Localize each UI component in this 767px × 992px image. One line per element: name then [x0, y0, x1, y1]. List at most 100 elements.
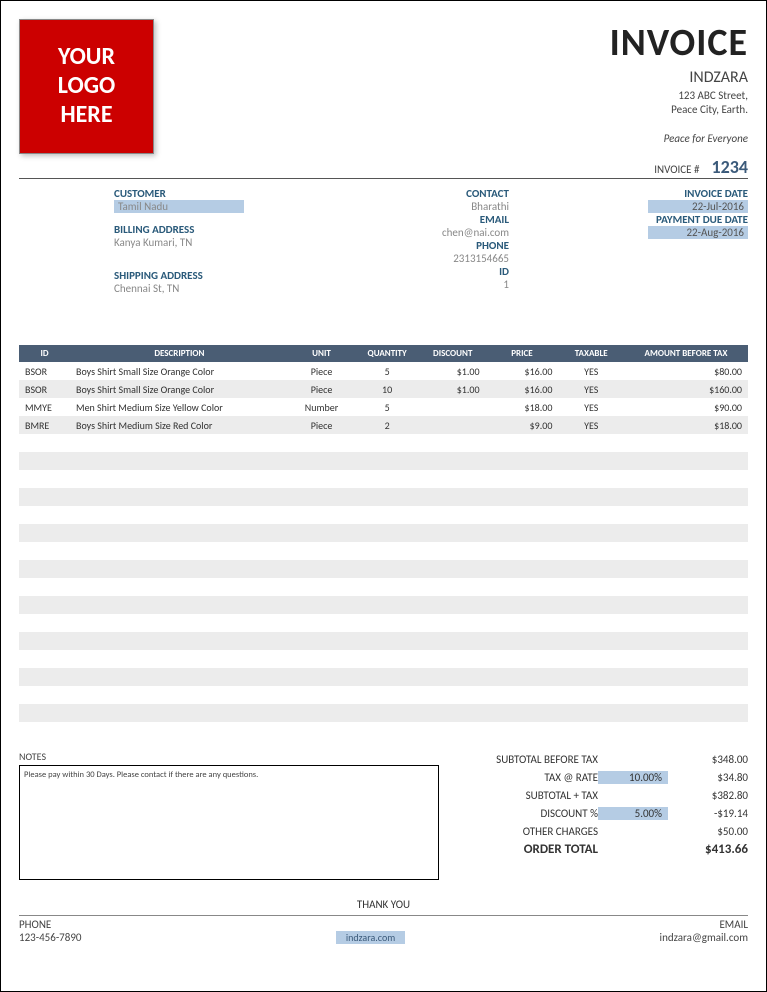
discpct-label: DISCOUNT % [468, 807, 598, 820]
info-section: CUSTOMER Tamil Nadu BILLING ADDRESS Kany… [19, 187, 748, 305]
ordertotal-label: ORDER TOTAL [468, 842, 598, 857]
col-unit: UNIT [289, 345, 355, 362]
cell-desc: Boys Shirt Small Size Orange Color [70, 380, 289, 398]
subtotal-value: $348.00 [668, 753, 748, 766]
shipping-label: SHIPPING ADDRESS [114, 269, 339, 282]
table-row: BMREBoys Shirt Medium Size Red ColorPiec… [19, 416, 748, 434]
table-row-empty [19, 434, 748, 452]
cell-amt: $160.00 [624, 380, 748, 398]
shipping-value: Chennai St, TN [114, 282, 339, 295]
taxrate-pct: 10.00% [598, 771, 668, 784]
cell-price: $18.00 [486, 398, 559, 416]
invoice-number-row: INVOICE # 1234 [19, 156, 748, 179]
disc-value: -$19.14 [668, 807, 748, 820]
dates-col: INVOICE DATE 22-Jul-2016 PAYMENT DUE DAT… [509, 187, 748, 305]
cell-price: $16.00 [486, 380, 559, 398]
phone-label: PHONE [339, 239, 509, 252]
company-addr1: 123 ABC Street, [610, 89, 748, 103]
cell-price: $16.00 [486, 362, 559, 380]
cell-amt: $90.00 [624, 398, 748, 416]
id-value: 1 [339, 278, 509, 291]
header-row: YOUR LOGO HERE INVOICE INDZARA 123 ABC S… [19, 19, 748, 154]
table-row: BSORBoys Shirt Small Size Orange ColorPi… [19, 380, 748, 398]
cell-id: MMYE [19, 398, 70, 416]
customer-label: CUSTOMER [114, 187, 339, 200]
cell-unit: Piece [289, 380, 355, 398]
billing-label: BILLING ADDRESS [114, 223, 339, 236]
cell-tax: YES [558, 398, 624, 416]
subtax-value: $382.80 [668, 789, 748, 802]
col-desc: DESCRIPTION [70, 345, 289, 362]
invoice-title: INVOICE [610, 19, 748, 68]
table-row-empty [19, 470, 748, 488]
cell-id: BSOR [19, 362, 70, 380]
cell-disc: $1.00 [420, 362, 486, 380]
duedate-label: PAYMENT DUE DATE [509, 213, 748, 226]
totals-section: NOTES Please pay within 30 Days. Please … [19, 750, 748, 880]
cell-qty: 5 [354, 362, 420, 380]
cell-tax: YES [558, 416, 624, 434]
items-table: ID DESCRIPTION UNIT QUANTITY DISCOUNT PR… [19, 345, 748, 740]
invoice-page: YOUR LOGO HERE INVOICE INDZARA 123 ABC S… [0, 0, 767, 992]
notes-label: NOTES [19, 750, 439, 763]
cell-qty: 2 [354, 416, 420, 434]
contact-col: CONTACT Bharathi EMAIL chen@nai.com PHON… [339, 187, 509, 305]
logo-line3: HERE [20, 101, 153, 130]
email-label: EMAIL [339, 213, 509, 226]
table-row-empty [19, 452, 748, 470]
tagline: Peace for Everyone [610, 132, 748, 146]
table-row: BSORBoys Shirt Small Size Orange ColorPi… [19, 362, 748, 380]
footer-phone-label: PHONE [19, 918, 82, 931]
table-row-empty [19, 506, 748, 524]
footer-email-label: EMAIL [660, 918, 748, 931]
table-row-empty [19, 578, 748, 596]
email-value: chen@nai.com [339, 226, 509, 239]
contact-value: Bharathi [339, 200, 509, 213]
cell-unit: Piece [289, 362, 355, 380]
company-addr2: Peace City, Earth. [610, 103, 748, 117]
footer-phone-block: PHONE 123-456-7890 [19, 918, 82, 944]
cell-amt: $80.00 [624, 362, 748, 380]
tax-value: $34.80 [668, 771, 748, 784]
cell-unit: Number [289, 398, 355, 416]
footer-email-block: EMAIL indzara@gmail.com [660, 918, 748, 944]
cell-qty: 5 [354, 398, 420, 416]
taxrate-label: TAX @ RATE [468, 771, 598, 784]
col-tax: TAXABLE [558, 345, 624, 362]
customer-name: Tamil Nadu [114, 200, 244, 213]
table-row-empty [19, 686, 748, 704]
discpct-value: 5.00% [598, 807, 668, 820]
company-block: INVOICE INDZARA 123 ABC Street, Peace Ci… [610, 19, 748, 154]
contact-label: CONTACT [339, 187, 509, 200]
logo-line2: LOGO [20, 72, 153, 101]
cell-tax: YES [558, 362, 624, 380]
col-price: PRICE [486, 345, 559, 362]
table-row-empty [19, 614, 748, 632]
billing-value: Kanya Kumari, TN [114, 236, 339, 249]
thank-you: THANK YOU [19, 898, 748, 911]
id-label: ID [339, 265, 509, 278]
table-row-empty [19, 560, 748, 578]
ordertotal-value: $413.66 [668, 842, 748, 857]
table-row-empty [19, 524, 748, 542]
invdate-value: 22-Jul-2016 [648, 200, 748, 213]
company-name: INDZARA [610, 68, 748, 89]
phone-value: 2313154665 [339, 252, 509, 265]
cell-disc: $1.00 [420, 380, 486, 398]
footer-site: indzara.com [336, 931, 405, 944]
table-row-empty [19, 632, 748, 650]
subtotal-label: SUBTOTAL BEFORE TAX [468, 753, 598, 766]
col-id: ID [19, 345, 70, 362]
cell-unit: Piece [289, 416, 355, 434]
invdate-label: INVOICE DATE [509, 187, 748, 200]
other-label: OTHER CHARGES [468, 825, 598, 838]
table-row-empty [19, 722, 748, 740]
cell-disc [420, 398, 486, 416]
table-row-empty [19, 542, 748, 560]
cell-qty: 10 [354, 380, 420, 398]
col-disc: DISCOUNT [420, 345, 486, 362]
logo-line1: YOUR [20, 43, 153, 72]
other-value: $50.00 [668, 825, 748, 838]
invoice-number: 1234 [712, 156, 749, 178]
customer-col: CUSTOMER Tamil Nadu BILLING ADDRESS Kany… [114, 187, 339, 305]
